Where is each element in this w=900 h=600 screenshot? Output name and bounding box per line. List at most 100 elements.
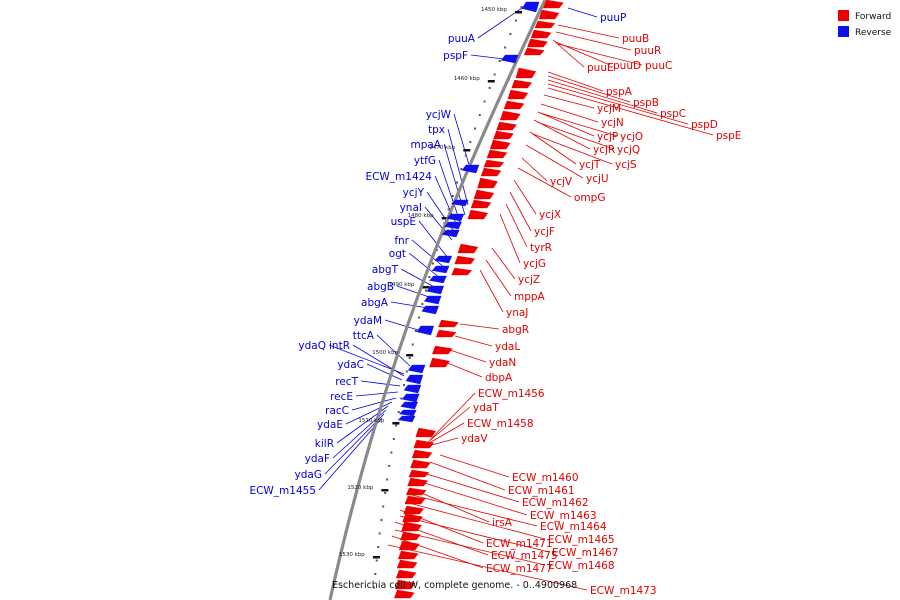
gene-label: ycjQ [617,144,640,156]
gene-label: ttcA [353,330,375,342]
leader-line [557,24,620,39]
gene-label: ECW_m1473 [590,585,657,597]
leader-line [532,133,613,165]
gene-label: uspE [391,216,416,228]
tick-label: 1500 kbp [372,350,398,356]
reverse-gene [400,401,419,410]
forward-gene [397,550,419,560]
forward-gene [415,427,437,438]
gene-label: ycjR [593,144,615,156]
minor-tick [478,114,481,116]
major-tick [441,217,449,220]
major-tick [487,80,495,83]
gene-label: ompG [574,192,605,204]
minor-tick [469,141,472,143]
leader-line [547,87,714,136]
reverse-gene [403,384,422,394]
minor-tick [424,289,427,292]
leader-line [376,334,411,367]
minor-tick [421,303,424,305]
gene-label: ycjU [586,173,609,185]
reverse-gene [431,265,450,274]
legend-forward-swatch [838,10,849,21]
forward-gene [410,459,431,469]
tick-label: 1530 kbp [339,552,365,558]
gene-label: puuP [600,12,626,24]
forward-gene [534,20,556,29]
leader-line [352,344,405,377]
gene-label: recE [330,391,353,403]
forward-gene [477,177,498,189]
minor-tick [378,532,381,535]
leader-line [427,406,471,443]
gene-label: ycjX [539,209,561,221]
leader-line [505,203,528,248]
gene-label: intR [329,340,350,352]
gene-label: ECW_m1467 [552,547,619,559]
gene-label: ycjW [426,109,452,121]
minor-tick [390,451,393,454]
forward-gene [398,540,420,551]
forward-gene [489,139,511,150]
tick-label: 1450 kbp [481,7,507,13]
forward-gene [432,345,453,355]
leader-line [444,361,483,378]
minor-tick [414,330,417,332]
reverse-gene [407,364,426,374]
forward-gene [527,38,548,48]
leader-line [394,529,546,566]
gene-label: ECW_m1462 [522,497,589,509]
leader-line [521,157,548,182]
leader-line [517,167,572,198]
reverse-gene [405,374,424,385]
leader-line [513,179,537,215]
leader-line [533,119,591,150]
leader-line [360,380,401,387]
minor-tick [397,411,400,413]
minor-tick [432,262,434,265]
forward-gene [467,209,489,220]
reverse-gene [397,415,416,423]
gene-label: abgT [372,264,399,276]
forward-gene [402,513,423,523]
forward-gene [496,121,517,131]
forward-gene [499,110,521,121]
leader-line [318,417,383,491]
major-tick [515,11,522,14]
forward-gene [400,531,421,541]
gene-label: pspC [660,108,686,120]
forward-gene [543,0,564,9]
forward-gene [401,521,422,532]
leader-line [366,363,403,381]
gene-label: tyrR [530,242,552,254]
forward-gene [503,100,525,110]
gene-label: pspA [606,86,633,98]
gene-label: pspF [443,50,468,62]
gene-label: ECW_m1463 [530,510,597,522]
leader-line [459,323,500,330]
leader-line [539,112,618,137]
forward-gene [470,199,492,209]
forward-gene [511,79,533,89]
leader-line [547,75,631,103]
reverse-gene [398,409,417,417]
major-tick [381,489,389,492]
minor-tick [403,384,405,386]
tick-labels: 1450 kbp 1460 kbp 1470 kbp 1480 kbp 1490 kbp… [339,7,508,558]
minor-tick [386,478,389,481]
gene-label: ydaL [495,341,520,353]
gene-label: puuE [587,62,614,74]
leader-line [439,454,510,478]
minor-tick [456,181,458,184]
tick-label: 1510 kbp [358,418,384,424]
gene-label: ECW_m1475 [491,550,558,562]
forward-gene [438,319,459,328]
forward-gene [451,267,473,276]
leader-line [384,319,419,331]
leader-line [399,515,550,553]
leader-line [529,131,577,165]
gene-label: ECW_m1458 [467,418,534,430]
forward-gene [403,505,424,515]
gene-label: ECW_m1465 [548,534,615,546]
